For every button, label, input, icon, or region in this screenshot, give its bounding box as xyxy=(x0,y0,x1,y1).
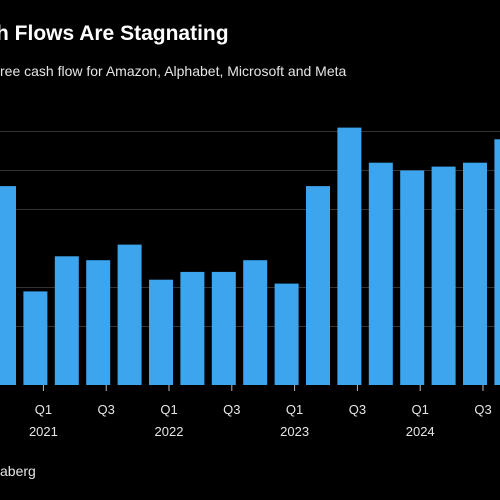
bar xyxy=(306,186,330,385)
x-axis: Q1 2021 Q3 Q1 2022 Q3 Q1 2023 Q3 Q1 2024 Q3 xyxy=(29,385,492,439)
bar xyxy=(368,162,393,385)
bar xyxy=(494,139,500,385)
source-note: aberg xyxy=(0,463,36,479)
bar xyxy=(243,260,268,385)
x-tick-label-quarter: Q3 xyxy=(474,402,491,417)
x-tick-label-quarter: Q1 xyxy=(286,402,303,417)
x-tick-label-year: 2024 xyxy=(406,424,435,439)
chart-subtitle: ree cash flow for Amazon, Alphabet, Micr… xyxy=(0,63,347,79)
bar xyxy=(0,186,16,385)
bar xyxy=(337,127,362,385)
x-tick-label-quarter: Q1 xyxy=(160,402,177,417)
bar xyxy=(23,291,48,385)
bar xyxy=(149,279,173,385)
bar xyxy=(117,244,142,385)
x-tick-label-year: 2023 xyxy=(280,424,309,439)
x-tick-label-quarter: Q1 xyxy=(35,402,52,417)
x-tick-label-year: 2021 xyxy=(29,424,58,439)
x-tick-label-quarter: Q3 xyxy=(98,402,115,417)
x-tick-label-quarter: Q1 xyxy=(412,402,429,417)
bar xyxy=(86,260,111,385)
bar xyxy=(463,162,487,385)
bar xyxy=(54,256,79,385)
bar xyxy=(431,166,456,385)
bar xyxy=(180,271,205,385)
x-tick-label-year: 2022 xyxy=(155,424,184,439)
bar xyxy=(400,170,425,385)
x-tick-label-quarter: Q3 xyxy=(349,402,366,417)
chart-title: h Flows Are Stagnating xyxy=(0,22,229,45)
bar xyxy=(274,283,299,385)
bar xyxy=(211,271,236,385)
bars xyxy=(0,127,500,385)
x-tick-label-quarter: Q3 xyxy=(223,402,240,417)
